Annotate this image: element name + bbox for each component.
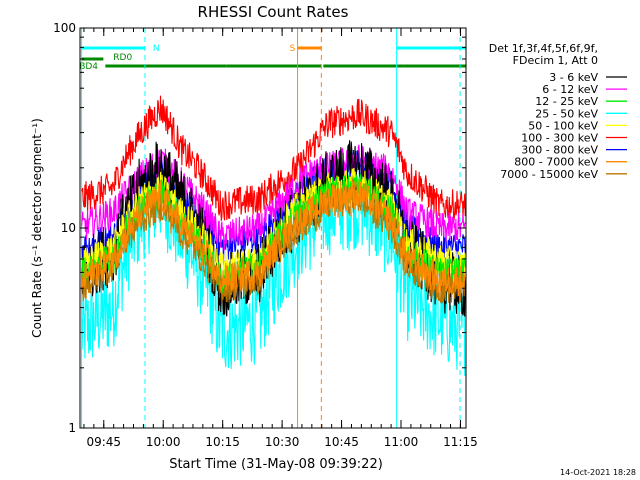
- flag-label-RD0: RD0: [113, 53, 132, 63]
- legend-title-line-1: FDecim 1, Att 0: [513, 54, 598, 67]
- legend-title-line-0: Det 1f,3f,4f,5f,6f,9f,: [489, 42, 598, 55]
- legend-label-0: 3 - 6 keV: [549, 71, 598, 84]
- flag-bars: N S RD0 BD4: [79, 44, 466, 72]
- x-tick-label-09:45: 09:45: [86, 435, 121, 449]
- chart-title: RHESSI Count Rates: [198, 3, 349, 21]
- legend-label-1: 6 - 12 keV: [542, 83, 598, 96]
- x-tick-label-10:00: 10:00: [146, 435, 181, 449]
- y-axis-label: Count Rate (s⁻¹ detector segment⁻¹): [30, 118, 44, 338]
- legend-label-8: 7000 - 15000 keV: [500, 168, 598, 181]
- legend-label-4: 50 - 100 keV: [528, 119, 598, 132]
- x-tick-label-11:15: 11:15: [443, 435, 478, 449]
- flag-label-N: N: [153, 44, 160, 54]
- y-tick-label-1: 1: [68, 421, 76, 435]
- flag-label-BD4: BD4: [79, 62, 98, 72]
- series-line-12-25keV: [81, 174, 466, 295]
- y-tick-label-100: 100: [53, 21, 76, 35]
- y-tick-label-10: 10: [61, 221, 76, 235]
- legend-label-5: 100 - 300 keV: [521, 132, 598, 145]
- legend-label-3: 25 - 50 keV: [535, 107, 598, 120]
- flag-label-S: S: [290, 44, 296, 54]
- legend: Det 1f,3f,4f,5f,6f,9f,FDecim 1, Att 0 3 -…: [489, 42, 627, 181]
- x-axis: 09:45 10:00 10:15 10:30 10:45 11:00 11:15: [83, 28, 478, 449]
- y-axis: 1 10 100: [53, 21, 466, 435]
- legend-label-2: 12 - 25 keV: [535, 95, 598, 108]
- series-line-100-300keV: [81, 95, 466, 222]
- x-tick-label-10:15: 10:15: [205, 435, 240, 449]
- x-tick-label-11:00: 11:00: [384, 435, 419, 449]
- legend-label-6: 300 - 800 keV: [521, 144, 598, 157]
- legend-label-7: 800 - 7000 keV: [514, 156, 598, 169]
- x-tick-label-10:45: 10:45: [324, 435, 359, 449]
- timestamp: 14-Oct-2021 18:28: [560, 468, 636, 477]
- x-axis-label: Start Time (31-May-08 09:39:22): [169, 457, 383, 472]
- series-lines: [81, 95, 466, 377]
- x-tick-label-10:30: 10:30: [265, 435, 300, 449]
- series-line-800-7000keV: [81, 178, 466, 297]
